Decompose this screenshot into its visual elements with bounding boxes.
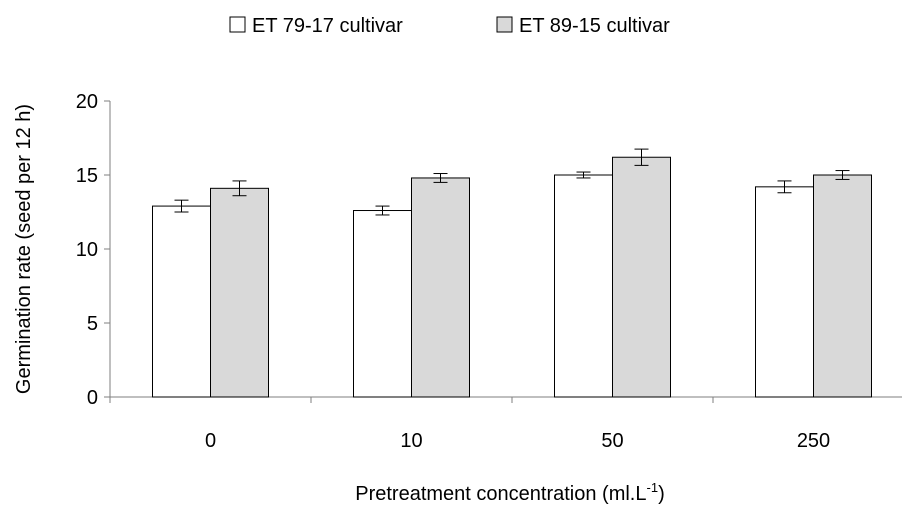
legend-label: ET 89-15 cultivar — [519, 15, 670, 37]
legend: ET 79-17 cultivar ET 89-15 cultivar — [229, 15, 670, 37]
bar-et-79-17 — [353, 210, 412, 398]
y-tick-label: 15 — [76, 165, 98, 187]
x-axis-label-suffix: ) — [658, 483, 665, 505]
bars — [152, 156, 872, 398]
error-bar — [433, 173, 448, 183]
x-tick-label: 10 — [400, 430, 422, 452]
legend-item: ET 79-17 cultivar — [229, 15, 403, 37]
error-bars — [174, 148, 850, 216]
x-axis-label-main: Pretreatment concentration (ml.L — [355, 483, 646, 505]
bar-et-79-17 — [755, 186, 814, 398]
y-tick-label: 0 — [87, 387, 98, 409]
y-axis: 0 5 10 15 20 — [76, 91, 111, 409]
y-tick-label: 5 — [87, 313, 98, 335]
legend-swatch — [496, 16, 513, 33]
error-bar — [835, 170, 850, 180]
bar-et-79-17 — [554, 174, 613, 398]
error-bar — [375, 205, 390, 216]
error-bar — [174, 199, 189, 213]
x-tick-label: 50 — [601, 430, 623, 452]
error-bar — [777, 180, 792, 194]
x-axis-label-superscript: -1 — [647, 480, 659, 495]
bar-et-89-15 — [210, 187, 269, 398]
legend-label: ET 79-17 cultivar — [252, 15, 403, 37]
legend-item: ET 89-15 cultivar — [496, 15, 670, 37]
legend-swatch — [229, 16, 246, 33]
error-bar — [576, 171, 591, 179]
error-bar — [232, 180, 247, 197]
x-axis-label: Pretreatment concentration (ml.L-1) — [355, 480, 664, 505]
bar-et-89-15 — [813, 174, 872, 398]
bar-et-89-15 — [612, 156, 671, 398]
bar-et-89-15 — [411, 177, 470, 398]
x-tick-label: 0 — [205, 430, 216, 452]
x-tick-label: 250 — [797, 430, 830, 452]
error-bar — [634, 148, 649, 166]
x-axis: 0 10 50 250 — [109, 396, 902, 452]
y-tick-label: 20 — [76, 91, 98, 113]
bar-et-79-17 — [152, 205, 211, 398]
y-axis-label: Germination rate (seed per 12 h) — [13, 104, 35, 394]
y-tick-label: 10 — [76, 239, 98, 261]
